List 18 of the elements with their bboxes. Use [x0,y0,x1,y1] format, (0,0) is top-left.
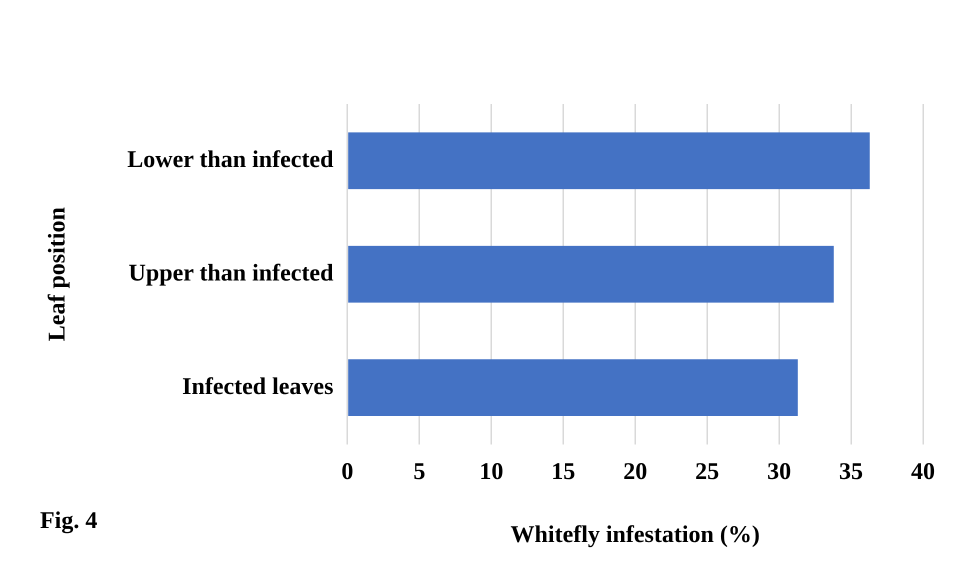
x-tick-label: 15 [551,459,576,486]
x-axis-title: Whitefly infestation (%) [510,522,760,548]
bar [348,246,834,303]
x-tick-label: 25 [695,459,720,486]
x-tick-label: 20 [623,459,648,486]
bar [348,359,798,416]
x-tick-label: 30 [767,459,792,486]
y-tick-label: Upper than infected [128,260,334,286]
x-tick-label: 40 [911,459,935,486]
y-axis-title: Leaf position [44,207,71,342]
x-tick-label: 0 [341,459,354,486]
caption: Fig. 4 [40,508,98,535]
x-tick-label: 10 [479,459,504,486]
x-tick-label: 5 [413,459,426,486]
x-tick-label: 35 [839,459,864,486]
y-tick-label: Infected leaves [182,374,334,400]
y-tick-label: Lower than infected [127,146,334,173]
bar [348,132,870,190]
